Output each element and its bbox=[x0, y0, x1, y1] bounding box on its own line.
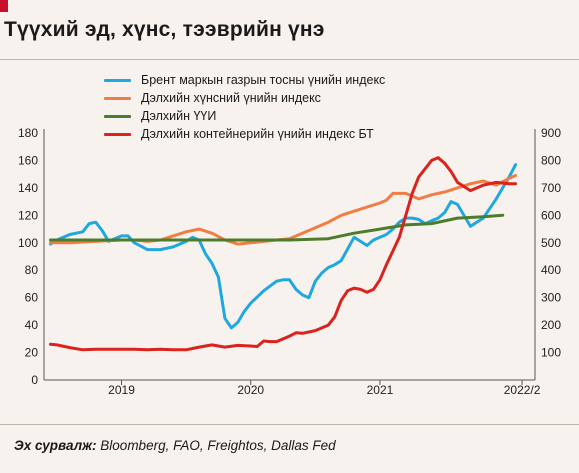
y-left-tick-label: 20 bbox=[25, 346, 39, 360]
y-left-tick-label: 120 bbox=[18, 208, 38, 222]
axis-layer: 0 20 40 60 80 100 120 140 160 180 100 200 300 400 500 6… bbox=[18, 126, 561, 397]
y-right-tick-label: 500 bbox=[541, 236, 561, 250]
y-left-tick-label: 40 bbox=[25, 318, 39, 332]
y-right-tick-label: 700 bbox=[541, 181, 561, 195]
legend-item-container: Дэлхийн контейнерийн үнийн индекс БТ bbox=[104, 127, 374, 141]
legend-item-food: Дэлхийн хүнсний үнийн индекс bbox=[104, 91, 321, 105]
x-tick-label: 2021 bbox=[367, 383, 394, 397]
legend-swatch-food bbox=[104, 96, 131, 100]
series-line-pmi bbox=[49, 213, 505, 242]
y-left-tick-label: 0 bbox=[31, 373, 38, 387]
accent-block bbox=[0, 0, 8, 12]
legend-label-container: Дэлхийн контейнерийн үнийн индекс БТ bbox=[141, 127, 374, 141]
y-left-tick-label: 140 bbox=[18, 181, 38, 195]
legend-label-brent: Брент маркын газрын тосны үнийн индекс bbox=[141, 73, 386, 87]
legend-swatch-pmi bbox=[104, 114, 131, 118]
legend-item-brent: Брент маркын газрын тосны үнийн индекс bbox=[104, 73, 385, 87]
y-right-tick-label: 200 bbox=[541, 318, 561, 332]
y-right-tick-label: 800 bbox=[541, 153, 561, 167]
y-left-tick-label: 100 bbox=[18, 236, 38, 250]
y-left-tick-label: 160 bbox=[18, 153, 38, 167]
y-left-tick-label: 180 bbox=[18, 126, 38, 140]
x-tick-label: 2019 bbox=[108, 383, 135, 397]
legend-swatch-brent bbox=[104, 78, 131, 82]
x-tick-label: 2022/2 bbox=[504, 383, 541, 397]
y-right-tick-label: 300 bbox=[541, 291, 561, 305]
source-note: Эх сурвалж: Bloomberg, FAO, Freightos, D… bbox=[14, 438, 336, 453]
y-left-tick-label: 60 bbox=[25, 291, 39, 305]
source-label: Эх сурвалж: bbox=[14, 438, 97, 453]
y-right-tick-label: 100 bbox=[541, 346, 561, 360]
y-right-tick-label: 600 bbox=[541, 208, 561, 222]
x-tick-label: 2020 bbox=[237, 383, 264, 397]
chart-title: Түүхий эд, хүнс, тээврийн үнэ bbox=[4, 18, 325, 41]
series-layer bbox=[49, 156, 518, 352]
source-text: Bloomberg, FAO, Freightos, Dallas Fed bbox=[100, 438, 336, 453]
y-right-tick-label: 400 bbox=[541, 263, 561, 277]
legend-label-pmi: Дэлхийн ҮҮИ bbox=[141, 109, 217, 123]
series-line-container bbox=[49, 156, 518, 352]
legend-label-food: Дэлхийн хүнсний үнийн индекс bbox=[141, 91, 321, 105]
y-left-tick-label: 80 bbox=[25, 263, 39, 277]
series-line-brent bbox=[49, 163, 518, 330]
footer-rule bbox=[0, 424, 579, 425]
y-right-tick-label: 900 bbox=[541, 126, 561, 140]
legend-swatch-container bbox=[104, 132, 131, 136]
legend-item-pmi: Дэлхийн ҮҮИ bbox=[104, 109, 216, 123]
header-rule bbox=[0, 59, 579, 60]
